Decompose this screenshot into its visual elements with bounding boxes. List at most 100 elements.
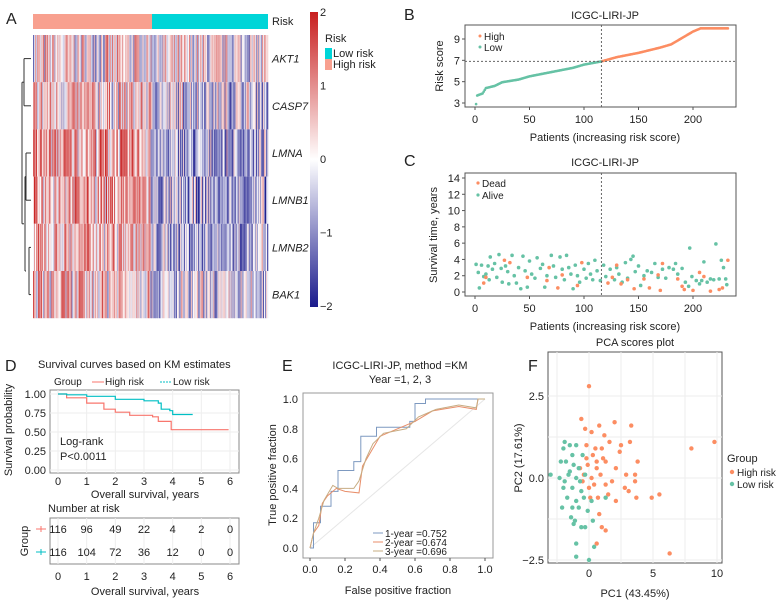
alive-point — [721, 265, 726, 270]
heatmap-cell — [122, 271, 124, 319]
heatmap-cell — [77, 129, 79, 177]
heatmap-cell — [119, 176, 121, 224]
heatmap-cell — [157, 176, 159, 224]
heatmap-cell — [107, 82, 110, 130]
heatmap-cell — [204, 176, 206, 224]
heatmap-cell — [166, 82, 169, 130]
heatmap-cell — [40, 223, 42, 271]
heatmap-cell — [263, 35, 266, 83]
x-tick-label: 150 — [629, 114, 647, 126]
risk-table-xlabel: Overall survival, years — [91, 586, 200, 598]
heatmap-cell — [120, 82, 122, 130]
heatmap-cell — [257, 82, 260, 130]
heatmap-cell — [38, 35, 40, 83]
heatmap-cell — [181, 176, 184, 224]
pca-point-high — [618, 443, 624, 448]
heatmap-cell — [115, 129, 117, 177]
heatmap-cell — [181, 223, 184, 271]
heatmap-cell — [237, 223, 239, 271]
heatmap-cell — [131, 35, 133, 83]
risk-count: 0 — [227, 524, 233, 536]
heatmap-cell — [191, 223, 193, 271]
heatmap-cell — [69, 129, 71, 177]
heatmap-cell — [73, 223, 75, 271]
heatmap-cell — [60, 82, 62, 130]
heatmap-cell — [38, 223, 40, 271]
y-tick-label: 4 — [454, 254, 460, 266]
heatmap-cell — [261, 176, 264, 224]
heatmap-cell — [250, 35, 253, 83]
heatmap-cell — [63, 176, 65, 224]
x-tick-label: 0.4 — [372, 564, 387, 576]
legend-label-low: Low risk — [737, 480, 775, 491]
alive-point — [593, 258, 597, 263]
heatmap-cell — [182, 129, 185, 177]
heatmap-cell — [132, 82, 134, 130]
heatmap-cell — [155, 271, 157, 319]
heatmap-cell — [211, 271, 213, 319]
heatmap-cell — [37, 223, 39, 271]
heatmap-cell — [120, 176, 122, 224]
heatmap-cell — [118, 129, 120, 177]
heatmap-cell — [61, 223, 63, 271]
heatmap-cell — [149, 223, 151, 271]
heatmap-cell — [202, 223, 204, 271]
heatmap-cell — [209, 129, 211, 177]
heatmap-cell — [74, 271, 76, 319]
x-tick-label: 2 — [112, 476, 118, 488]
heatmap-cell — [152, 35, 154, 83]
heatmap-cell — [201, 271, 203, 319]
alive-point — [527, 259, 532, 263]
heatmap-cell — [218, 82, 220, 130]
heatmap-cell — [64, 271, 66, 319]
x-tick-label: 100 — [575, 114, 593, 126]
heatmap-cell — [263, 223, 266, 271]
pca-point-low — [570, 505, 575, 510]
y-tick-label: 3 — [454, 98, 460, 110]
heatmap-cell — [186, 35, 189, 83]
heatmap-cell — [247, 271, 250, 319]
heatmap-cell — [218, 129, 220, 177]
alive-point — [586, 261, 591, 266]
heatmap-cell — [118, 35, 120, 83]
pca-point-low — [559, 505, 565, 510]
x-tick-label: 3 — [141, 571, 147, 583]
heatmap-cell — [185, 176, 188, 224]
heatmap-cell — [211, 223, 213, 271]
heatmap-cell — [208, 223, 210, 271]
heatmap-cell — [48, 35, 50, 83]
heatmap-cell — [153, 176, 155, 224]
heatmap-cell — [120, 271, 122, 319]
heatmap-cell — [48, 176, 50, 224]
heatmap-cell — [160, 82, 162, 130]
heatmap-cell — [88, 82, 91, 130]
heatmap-cell — [101, 271, 104, 319]
heatmap-cell — [170, 35, 173, 83]
heatmap-cell — [37, 129, 39, 177]
heatmap-cell — [141, 271, 143, 319]
heatmap-cell — [33, 271, 35, 319]
heatmap-cell — [257, 271, 260, 319]
x-axis-label-b: Patients (increasing risk score) — [530, 132, 680, 144]
heatmap-cell — [241, 271, 243, 319]
heatmap-cell — [143, 271, 145, 319]
heatmap-cell — [112, 223, 114, 271]
heatmap-cell — [130, 35, 132, 83]
heatmap-cell — [38, 82, 40, 130]
heatmap-cell — [114, 176, 116, 224]
heatmap-cell — [177, 223, 180, 271]
pca-point-high — [603, 459, 608, 464]
heatmap-cell — [192, 35, 194, 83]
dead-point — [610, 275, 615, 280]
heatmap-cell — [213, 129, 215, 177]
heatmap-cell — [98, 129, 101, 177]
heatmap-cell — [125, 82, 127, 130]
heatmap-cell — [197, 176, 199, 224]
title-d: Survival curves based on KM estimates — [38, 359, 231, 371]
y-tick-label: 1.00 — [25, 389, 46, 401]
dead-point — [556, 286, 560, 290]
heatmap-cell — [243, 271, 246, 319]
heatmap-cell — [90, 35, 93, 83]
heatmap-cell — [121, 223, 123, 271]
heatmap-cell — [169, 129, 172, 177]
